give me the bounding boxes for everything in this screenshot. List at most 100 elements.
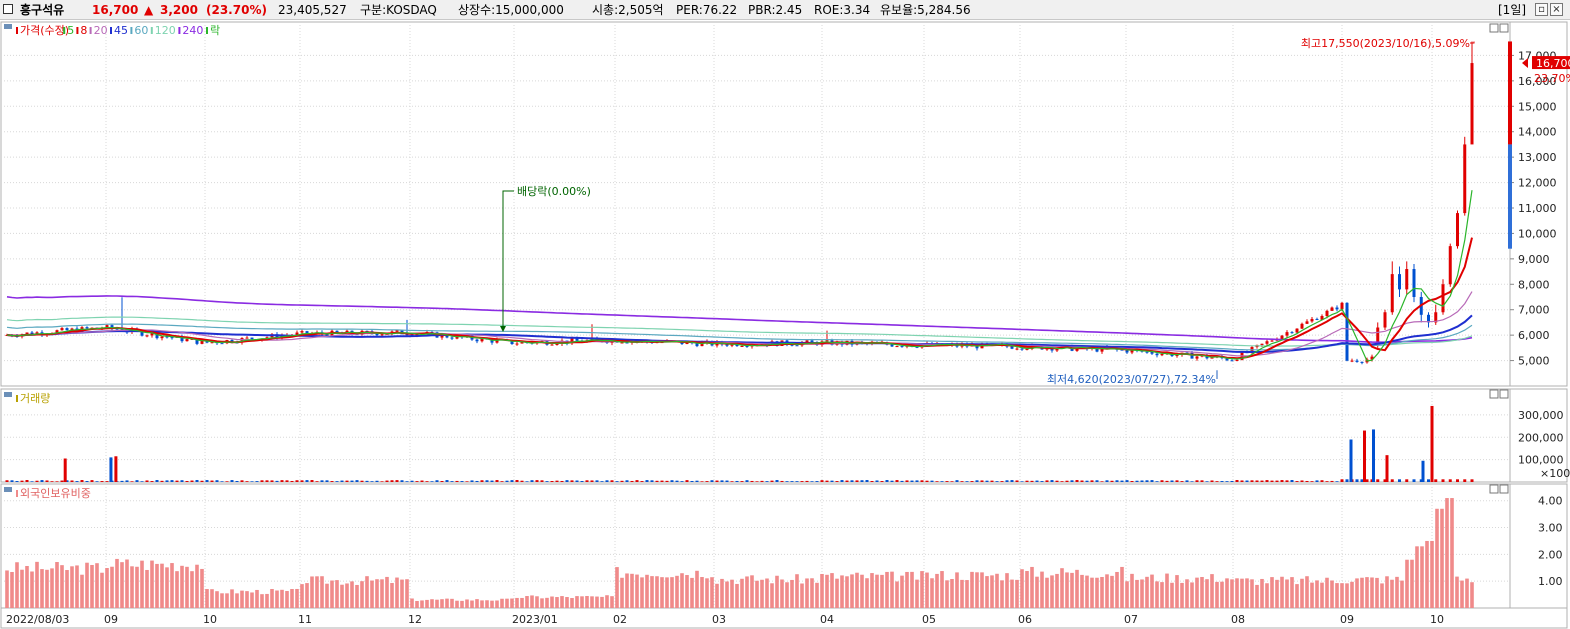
volume-bar [1135,480,1139,482]
volume-bar [670,480,674,482]
volume-bar [630,480,634,482]
foreign-ratio-bar [530,595,534,608]
volume-bar [820,480,824,482]
volume-bar [1095,480,1099,482]
foreign-ratio-bar [450,598,454,608]
foreign-ratio-bar [1415,546,1419,608]
volume-bar [1220,481,1224,482]
foreign-ratio-bar [255,589,259,608]
candle-body [1398,274,1401,290]
candle-body [1335,307,1339,310]
close-icon[interactable]: × [1550,3,1563,16]
volume-bar [355,480,359,482]
volume-bar [5,480,9,482]
legend-swatch [16,490,18,497]
candle-body [25,332,29,335]
candle-body [1050,348,1054,351]
volume-bar [955,480,959,482]
price-legend: 가격(수정)5 8 20 45 60 120 240 락 [4,24,220,37]
foreign-ratio-bar [1035,576,1039,608]
volume-bar [800,481,804,482]
volume-bar [1155,481,1159,482]
volume-bar [430,481,434,482]
candle-body [1290,332,1294,334]
foreign-ratio-bar [350,581,354,608]
volume-bar [55,481,59,482]
candle-body [185,339,189,342]
foreign-ratio-bar [875,574,879,608]
volume-bar [210,480,214,482]
volume-bar [150,481,154,482]
volume-bar [310,480,314,482]
foreign-ratio-bar [360,581,364,608]
volume-bar [1140,480,1144,482]
foreign-ratio-bar [865,578,869,608]
foreign-ratio-bar [195,564,199,608]
candle-body [1235,359,1239,361]
foreign-ratio-bar [925,572,929,608]
legend-swatch [150,27,153,34]
foreign-ratio-bar [220,593,224,608]
candle-body [1260,343,1264,345]
candle-body [1355,360,1359,362]
price-range-bar [1508,144,1512,249]
candle-body [1120,349,1124,351]
foreign-ratio-bar [75,565,79,608]
legend-label: 8 [80,24,87,37]
panel-grip-icon [4,487,12,492]
volume-bar [960,481,964,482]
volume-bar [75,481,79,482]
volume-bar [885,480,889,482]
foreign-ratio-bar [825,574,829,608]
price-tick-label: 14,000 [1518,126,1557,139]
volume-bar [565,480,569,482]
foreign-ratio-bar [1065,572,1069,608]
minimize-icon[interactable]: ▫ [1535,3,1548,16]
select-checkbox[interactable] [3,4,13,14]
foreign-ratio-bar [550,596,554,608]
candle-body [475,339,479,342]
foreign-ratio-bar [920,571,924,608]
foreign-ratio-bar [55,562,59,608]
volume-bar [470,480,474,482]
volume-bar [900,480,904,482]
panel-minimize-icon [1489,23,1499,33]
volume-bar [1235,480,1239,482]
foreign-tick-label: 4.00 [1538,495,1563,508]
period-button[interactable]: [1일] [1498,3,1527,17]
foreign-ratio-bar [735,583,739,608]
volume-bar [320,480,324,482]
price-tick-label: 16,000 [1518,75,1557,88]
foreign-ratio-bar [85,562,89,608]
candle-body [795,345,799,347]
foreign-ratio-bar [80,574,84,608]
volume-bar [705,481,709,482]
volume-bar [650,480,654,482]
foreign-ratio-bar [1330,580,1334,608]
foreign-ratio-bar [795,574,799,608]
title-bar: 흥구석유 16,700 ▲ 3,200 (23.70%) 23,405,527 … [0,0,1570,20]
foreign-ratio-bars [5,498,1474,608]
candle-body [200,340,204,344]
candle-body [1160,353,1164,356]
foreign-ratio-bar [995,573,999,608]
foreign-ratio-bar [145,569,149,608]
foreign-ratio-bar [1050,575,1054,608]
foreign-ratio-bar [520,597,524,608]
foreign-ratio-bar [435,599,439,608]
foreign-ratio-bar [1375,577,1379,608]
foreign-ratio-bar [860,574,864,608]
foreign-ratio-bar [1020,569,1024,608]
volume-bar [830,480,834,482]
volume-bar [825,480,829,482]
foreign-ratio-bar [730,579,734,608]
volume-bar [295,480,299,482]
volume-bar [550,481,554,482]
date-label: 03 [712,613,726,626]
foreign-ratio-bar [1470,582,1474,608]
volume-bar [90,480,94,482]
foreign-ratio-bar [165,567,169,608]
candle-body [1383,312,1387,328]
volume-spike-bar [1363,430,1366,482]
volume-bar [525,481,529,482]
